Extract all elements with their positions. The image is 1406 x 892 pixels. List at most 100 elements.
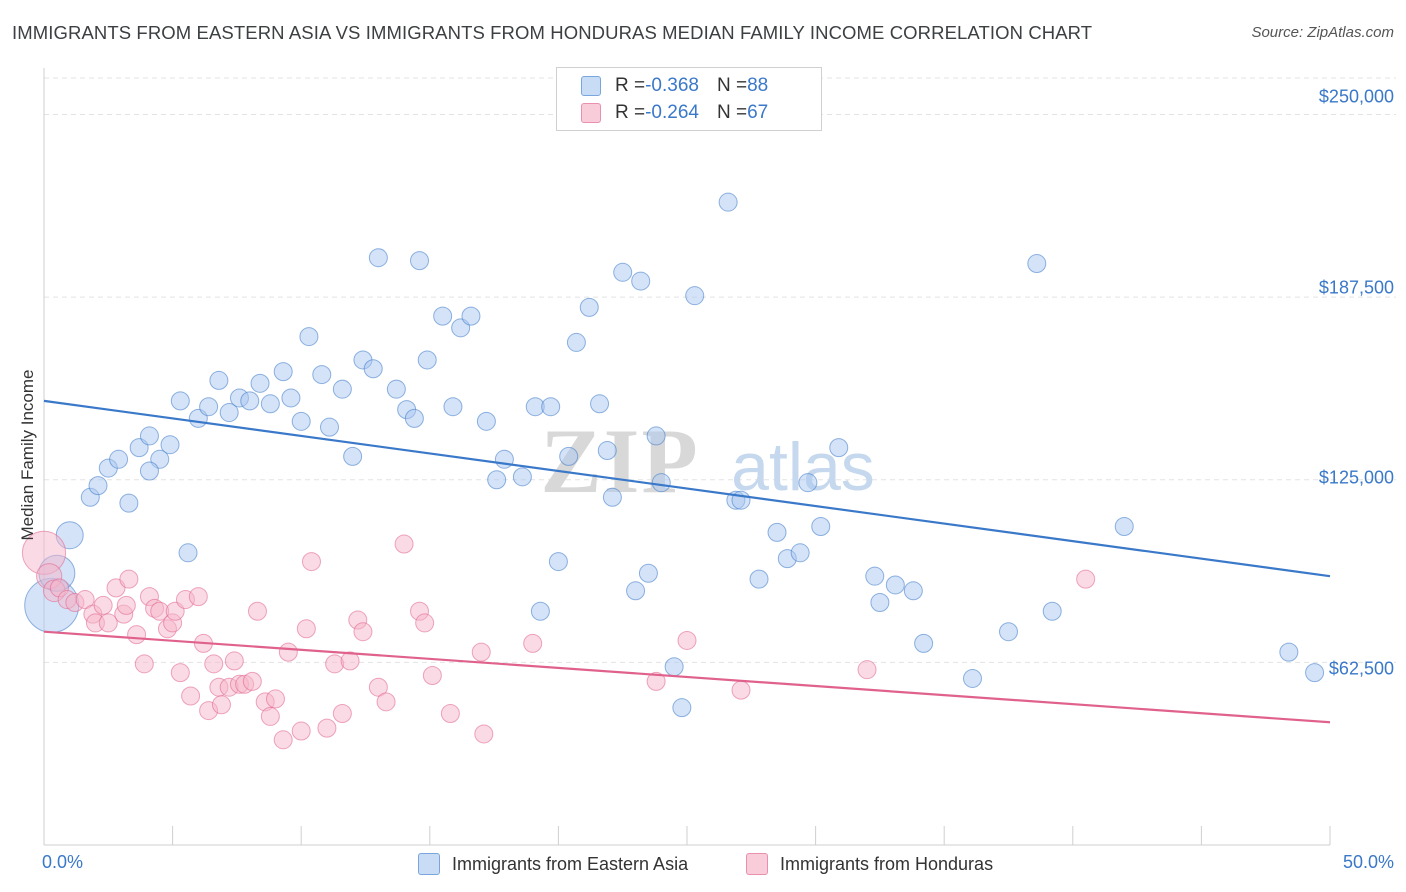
chart-title: IMMIGRANTS FROM EASTERN ASIA VS IMMIGRAN… (12, 22, 1093, 43)
eastern-asia-point (999, 622, 1018, 642)
bottom-legend-swatch-eastern-asia (418, 853, 440, 875)
honduras-point (75, 590, 95, 610)
y-tick-label: $187,500 (1318, 277, 1394, 298)
honduras-point (181, 686, 201, 706)
eastern-asia-point (638, 563, 658, 583)
eastern-asia-point (260, 394, 280, 414)
honduras-point (376, 692, 396, 712)
honduras-point (278, 642, 298, 662)
eastern-asia-point (404, 408, 424, 428)
legend-r-value: -0.368 (645, 75, 699, 96)
honduras-point (273, 730, 293, 750)
trend-lines (43, 399, 1331, 724)
legend-row-honduras: R = -0.264 N = 67 (581, 101, 768, 125)
bottom-legend-label: Immigrants from Eastern Asia (452, 853, 689, 874)
eastern-asia-point (566, 332, 586, 352)
eastern-asia-point (160, 435, 180, 455)
honduras-point (731, 680, 751, 700)
honduras-point (677, 630, 697, 650)
eastern-asia-point (811, 517, 831, 537)
eastern-asia-point (1114, 517, 1134, 537)
eastern-asia-point (548, 552, 568, 572)
honduras-point (368, 677, 388, 697)
eastern-asia-point (487, 470, 507, 490)
honduras-point (394, 534, 414, 554)
eastern-asia-trendline (43, 399, 1331, 578)
eastern-asia-point (914, 633, 934, 653)
y-tick-label: $125,000 (1318, 467, 1394, 488)
eastern-asia-point (646, 426, 666, 446)
watermark-atlas: atlas (731, 429, 875, 505)
eastern-asia-point (530, 601, 550, 621)
eastern-asia-point (178, 543, 198, 563)
eastern-asia-point (88, 476, 108, 496)
honduras-point (301, 552, 321, 572)
eastern-asia-point (559, 446, 579, 466)
legend-r-label: R = (615, 102, 646, 123)
eastern-asia-point (494, 449, 514, 469)
eastern-asia-point (476, 411, 496, 431)
points (21, 192, 1325, 750)
eastern-asia-point (139, 426, 159, 446)
honduras-point (471, 642, 491, 662)
honduras-point (134, 654, 154, 674)
eastern-asia-point (613, 262, 633, 282)
honduras-point (242, 671, 262, 691)
y-tick-label: $250,000 (1318, 86, 1394, 107)
legend-r-value: -0.264 (645, 102, 699, 123)
eastern-asia-point (1305, 663, 1325, 683)
honduras-point (93, 595, 113, 615)
eastern-asia-point (417, 350, 437, 370)
honduras-point (325, 654, 345, 674)
bottom-legend-label: Immigrants from Honduras (780, 853, 994, 874)
honduras-point (224, 651, 244, 671)
honduras-point (857, 660, 877, 680)
eastern-asia-point (119, 493, 139, 513)
eastern-asia-point (299, 327, 319, 347)
eastern-asia-point (664, 657, 684, 677)
eastern-asia-point (363, 359, 383, 379)
honduras-point (116, 595, 136, 615)
legend-swatch-eastern-asia (581, 76, 601, 96)
legend-n-value: 88 (747, 75, 769, 96)
legend-n-label: N = (716, 102, 748, 123)
eastern-asia-point (512, 467, 532, 487)
honduras-point (127, 625, 147, 645)
legend-r-label: R = (615, 75, 646, 96)
eastern-asia-point (170, 391, 190, 411)
legend-row-eastern-asia: R = -0.368 N = 88 (581, 74, 768, 98)
bottom-legend-honduras: Immigrants from Honduras (746, 851, 993, 877)
eastern-asia-point (291, 411, 311, 431)
honduras-point (211, 695, 231, 715)
eastern-asia-point (790, 543, 810, 563)
honduras-point (291, 721, 311, 741)
honduras-point (523, 633, 543, 653)
bottom-legend-swatch-honduras (746, 853, 768, 875)
grid (44, 77, 1396, 663)
eastern-asia-point (109, 449, 129, 469)
eastern-asia-point (685, 286, 705, 306)
eastern-asia-point (139, 461, 159, 481)
honduras-point (332, 704, 352, 724)
eastern-asia-point (865, 566, 885, 586)
honduras-point (353, 622, 373, 642)
honduras-point (204, 654, 224, 674)
eastern-asia-point (672, 698, 692, 718)
eastern-asia-point (541, 397, 561, 417)
honduras-point (474, 724, 494, 744)
eastern-asia-point (631, 271, 651, 291)
legend-n-value: 67 (747, 102, 769, 123)
eastern-asia-point (731, 490, 751, 510)
eastern-asia-point (219, 403, 239, 423)
honduras-point (260, 706, 280, 726)
eastern-asia-point (962, 668, 982, 688)
eastern-asia-point (281, 388, 301, 408)
honduras-point (265, 689, 285, 709)
eastern-asia-point (597, 441, 617, 461)
eastern-asia-point (199, 397, 219, 417)
eastern-asia-point (319, 417, 339, 437)
eastern-asia-point (386, 379, 406, 399)
honduras-point (422, 666, 442, 686)
eastern-asia-point (626, 581, 646, 601)
